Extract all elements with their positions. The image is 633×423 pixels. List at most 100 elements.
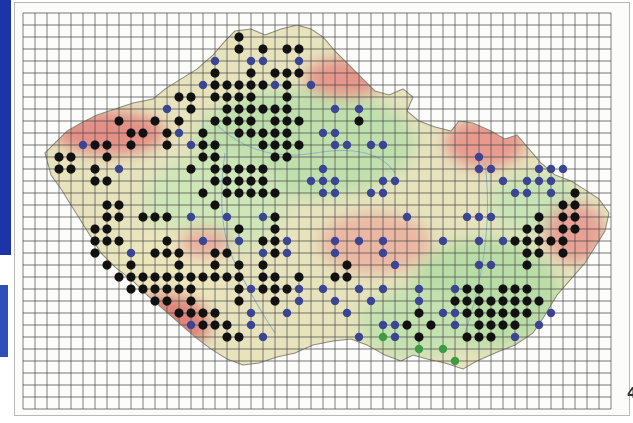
black-occurrence-dot [330, 272, 340, 282]
blue-occurrence-dot [546, 164, 556, 174]
black-occurrence-dot [54, 164, 64, 174]
black-occurrence-dot [570, 224, 580, 234]
blue-occurrence-dot [450, 284, 460, 294]
black-occurrence-dot [570, 200, 580, 210]
blue-occurrence-dot [378, 284, 388, 294]
black-occurrence-dot [282, 92, 292, 102]
black-occurrence-dot [162, 236, 172, 246]
blue-occurrence-dot [330, 296, 340, 306]
blue-occurrence-dot [378, 188, 388, 198]
black-occurrence-dot [102, 176, 112, 186]
black-occurrence-dot [174, 308, 184, 318]
black-occurrence-dot [234, 116, 244, 126]
black-occurrence-dot [282, 152, 292, 162]
blue-occurrence-dot [486, 260, 496, 270]
blue-occurrence-dot [354, 284, 364, 294]
blue-occurrence-dot [474, 164, 484, 174]
black-occurrence-dot [174, 116, 184, 126]
black-occurrence-dot [270, 104, 280, 114]
black-occurrence-dot [246, 116, 256, 126]
black-occurrence-dot [102, 212, 112, 222]
black-occurrence-dot [210, 140, 220, 150]
black-occurrence-dot [234, 272, 244, 282]
black-occurrence-dot [234, 92, 244, 102]
black-occurrence-dot [510, 236, 520, 246]
relief-layer [44, 24, 610, 370]
black-occurrence-dot [486, 296, 496, 306]
blue-occurrence-dot [354, 236, 364, 246]
blue-occurrence-dot [318, 284, 328, 294]
river-morava [464, 162, 488, 334]
blue-occurrence-dot [234, 236, 244, 246]
black-occurrence-dot [234, 44, 244, 54]
blue-occurrence-dot [558, 164, 568, 174]
black-occurrence-dot [162, 140, 172, 150]
blue-occurrence-dot [294, 56, 304, 66]
blue-occurrence-dot [318, 176, 328, 186]
black-occurrence-dot [294, 116, 304, 126]
black-occurrence-dot [534, 296, 544, 306]
blue-occurrence-dot [462, 212, 472, 222]
blue-occurrence-dot [354, 332, 364, 342]
blue-occurrence-dot [246, 308, 256, 318]
black-occurrence-dot [522, 236, 532, 246]
black-occurrence-dot [258, 284, 268, 294]
blue-occurrence-dot [306, 80, 316, 90]
black-occurrence-dot [570, 212, 580, 222]
black-occurrence-dot [510, 296, 520, 306]
black-occurrence-dot [558, 224, 568, 234]
occurrence-dots [54, 32, 580, 366]
black-occurrence-dot [246, 164, 256, 174]
blue-occurrence-dot [114, 164, 124, 174]
blue-occurrence-dot [366, 296, 376, 306]
black-occurrence-dot [282, 80, 292, 90]
blue-occurrence-dot [378, 140, 388, 150]
black-occurrence-dot [162, 128, 172, 138]
blue-occurrence-dot [390, 176, 400, 186]
blue-occurrence-dot [378, 236, 388, 246]
black-occurrence-dot [126, 128, 136, 138]
black-occurrence-dot [234, 80, 244, 90]
black-occurrence-dot [234, 188, 244, 198]
black-occurrence-dot [114, 236, 124, 246]
black-occurrence-dot [222, 176, 232, 186]
blue-occurrence-dot [330, 104, 340, 114]
black-occurrence-dot [198, 320, 208, 330]
black-occurrence-dot [498, 320, 508, 330]
blue-occurrence-dot [318, 188, 328, 198]
black-occurrence-dot [474, 332, 484, 342]
black-occurrence-dot [102, 224, 112, 234]
black-occurrence-dot [186, 92, 196, 102]
black-occurrence-dot [402, 320, 412, 330]
black-occurrence-dot [102, 236, 112, 246]
black-occurrence-dot [186, 308, 196, 318]
black-occurrence-dot [66, 164, 76, 174]
blue-occurrence-dot [330, 188, 340, 198]
blue-occurrence-dot [318, 128, 328, 138]
black-occurrence-dot [522, 260, 532, 270]
black-occurrence-dot [294, 272, 304, 282]
blue-occurrence-dot [258, 212, 268, 222]
black-occurrence-dot [426, 320, 436, 330]
black-occurrence-dot [270, 188, 280, 198]
black-occurrence-dot [270, 128, 280, 138]
blue-occurrence-dot [390, 332, 400, 342]
black-occurrence-dot [558, 212, 568, 222]
black-occurrence-dot [150, 284, 160, 294]
blue-occurrence-dot [126, 248, 136, 258]
black-occurrence-dot [186, 272, 196, 282]
black-occurrence-dot [150, 296, 160, 306]
black-occurrence-dot [270, 140, 280, 150]
black-occurrence-dot [90, 140, 100, 150]
map-frame: 4 [14, 2, 633, 416]
black-occurrence-dot [558, 248, 568, 258]
blue-occurrence-dot [342, 140, 352, 150]
black-occurrence-dot [210, 92, 220, 102]
black-occurrence-dot [234, 224, 244, 234]
blue-occurrence-dot [258, 248, 268, 258]
black-occurrence-dot [270, 152, 280, 162]
black-occurrence-dot [198, 188, 208, 198]
black-occurrence-dot [258, 44, 268, 54]
black-occurrence-dot [246, 188, 256, 198]
blue-occurrence-dot [546, 188, 556, 198]
